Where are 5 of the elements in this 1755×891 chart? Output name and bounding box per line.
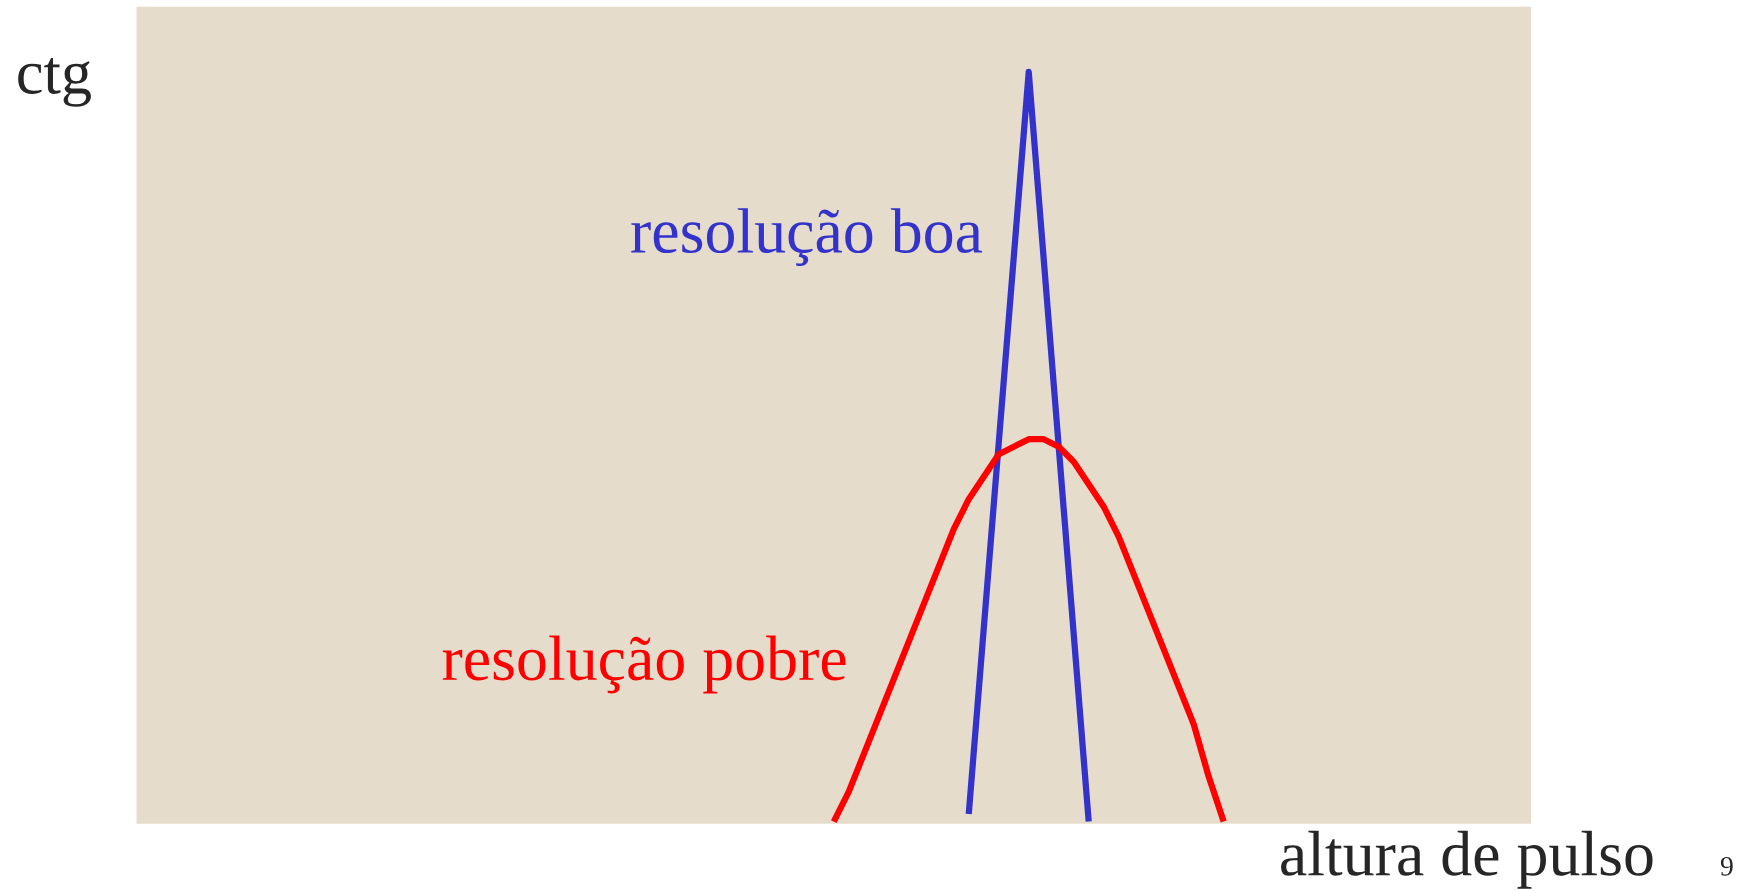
x-axis-title: altura de pulso: [1281, 830, 1653, 889]
series-label: resolução boa: [631, 208, 983, 267]
series-label: resolução pobre: [442, 635, 846, 694]
text: 9: [1720, 857, 1733, 876]
y-axis-title: ctg: [18, 58, 91, 107]
